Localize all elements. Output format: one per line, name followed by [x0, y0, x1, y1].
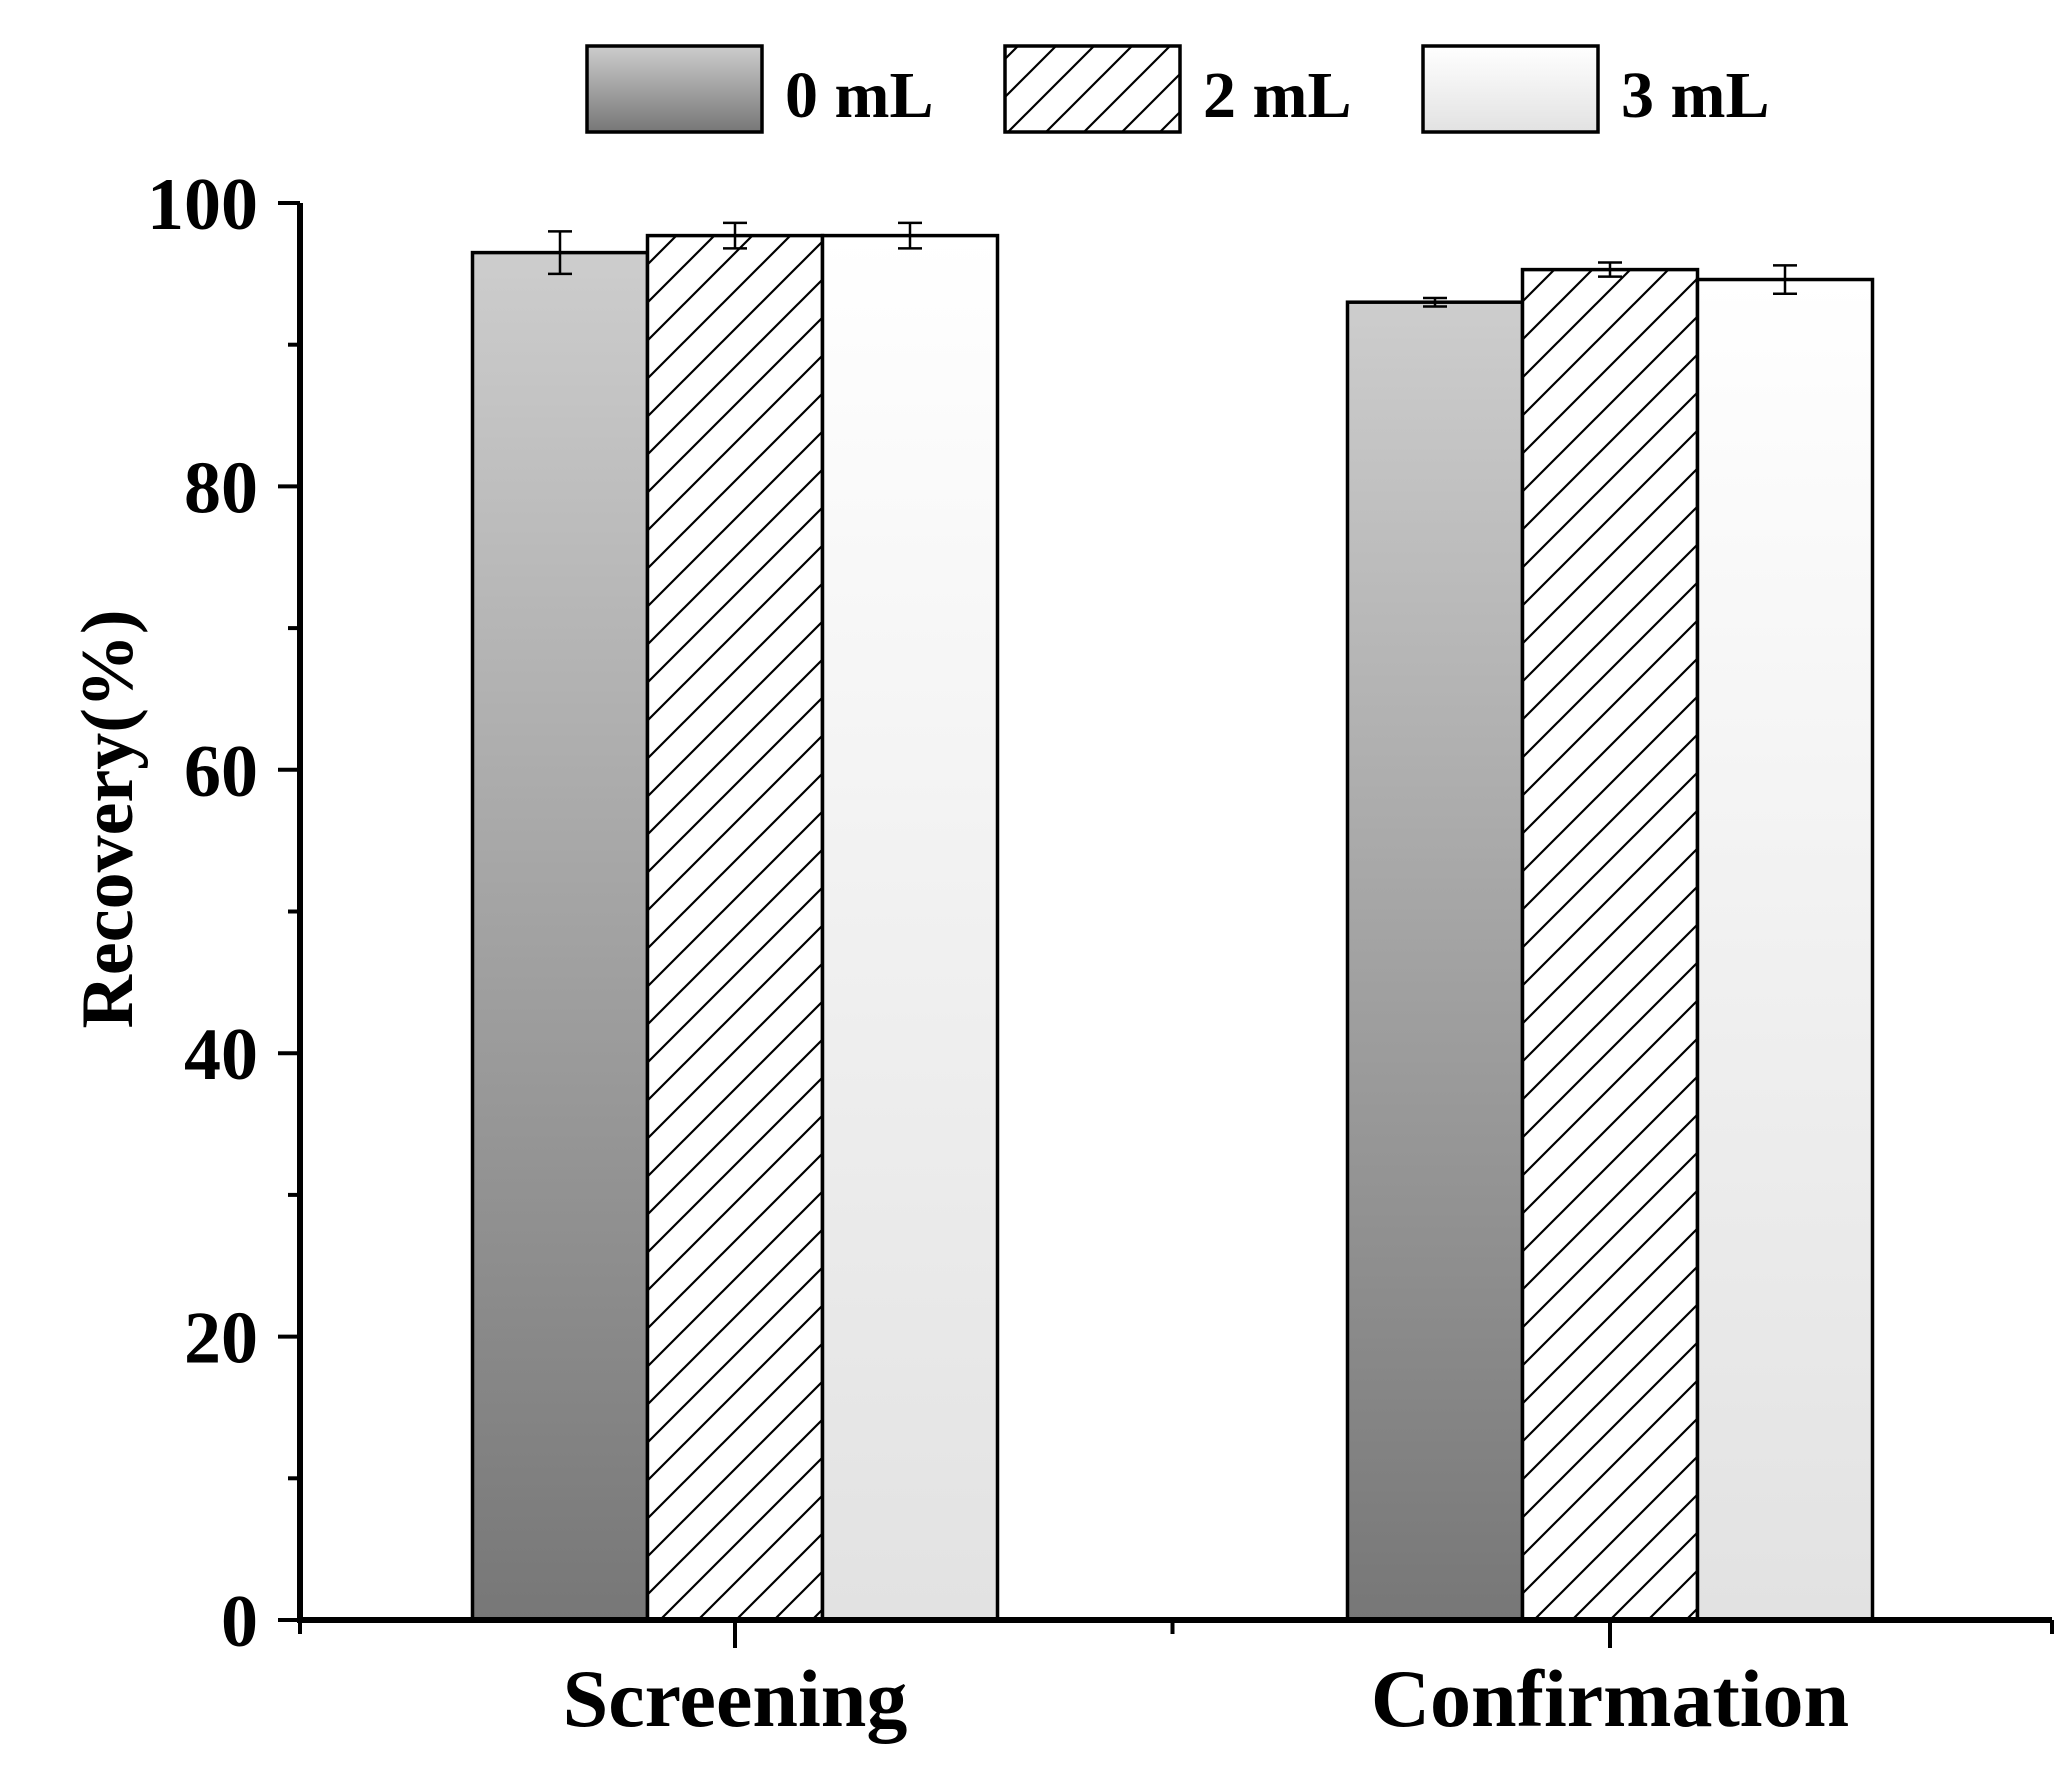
x-tick-label-confirmation: Confirmation	[1371, 1653, 1849, 1744]
plot-area: 0 20 40 60 80 100 Screening Confirmation	[147, 164, 2054, 1744]
legend-swatch-0ml	[585, 44, 764, 134]
y-tick-label: 100	[147, 164, 258, 246]
x-tick-label-screening: Screening	[563, 1653, 908, 1744]
legend-label-3ml: 3 mL	[1621, 59, 1770, 132]
y-tick-label: 80	[184, 447, 258, 529]
error-bar-screening-0ml	[548, 230, 572, 276]
legend-swatch-3ml	[1421, 44, 1600, 134]
legend-item-2ml: 2 mL	[1003, 44, 1352, 134]
error-bar-screening-2ml	[723, 221, 747, 250]
y-tick-label: 20	[184, 1298, 258, 1380]
legend-swatch-2ml	[1003, 44, 1182, 134]
error-bar-screening-3ml	[898, 221, 922, 250]
y-tick-label: 60	[184, 731, 258, 813]
y-tick-label: 40	[184, 1014, 258, 1096]
bar-screening-3ml	[820, 233, 1000, 1622]
legend-item-3ml: 3 mL	[1421, 44, 1770, 134]
y-axis-title: Recovery(%)	[67, 609, 149, 1028]
error-bar-confirmation-0ml	[1423, 296, 1447, 308]
bar-confirmation-2ml	[1520, 267, 1700, 1622]
bar-screening-2ml	[645, 233, 825, 1622]
y-tick-label: 0	[221, 1581, 258, 1663]
legend-label-2ml: 2 mL	[1203, 59, 1352, 132]
error-bar-confirmation-3ml	[1773, 264, 1797, 295]
bar-confirmation-0ml	[1345, 300, 1525, 1622]
legend-label-0ml: 0 mL	[785, 59, 934, 132]
error-bar-confirmation-2ml	[1598, 261, 1622, 278]
bar-screening-0ml	[470, 250, 650, 1622]
legend: 0 mL 2 mL 3 mL	[585, 44, 1770, 134]
legend-item-0ml: 0 mL	[585, 44, 934, 134]
bar-confirmation-3ml	[1695, 277, 1875, 1622]
